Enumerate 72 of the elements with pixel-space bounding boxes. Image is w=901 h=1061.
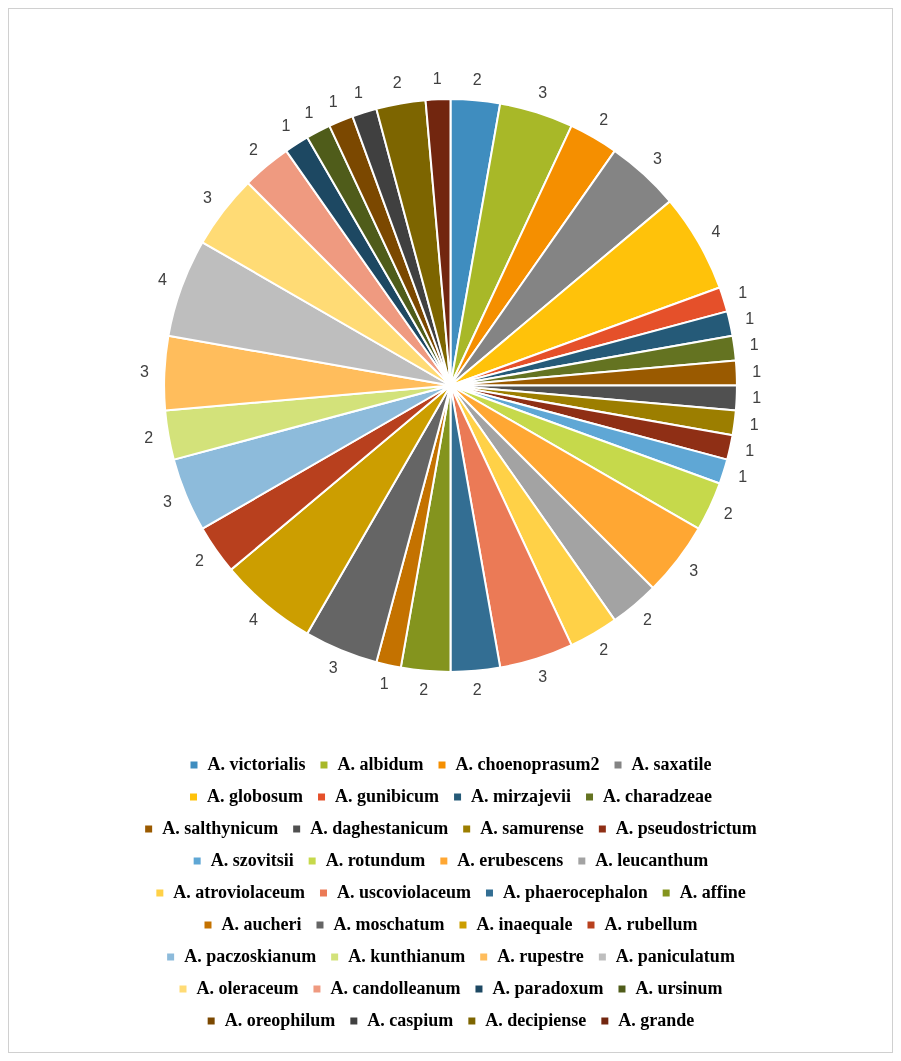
legend-label: A. affine (679, 881, 746, 902)
legend-label: A. paniculatum (615, 945, 735, 966)
data-label: 1 (738, 283, 748, 301)
data-label: 2 (392, 74, 402, 92)
data-label: 1 (432, 69, 442, 87)
data-label: 2 (472, 70, 482, 88)
data-label: 3 (538, 83, 548, 101)
data-label: 2 (195, 551, 205, 569)
data-label: 1 (353, 83, 363, 101)
data-label: 2 (472, 681, 482, 699)
data-label: 3 (162, 493, 172, 511)
legend-label: A. gunibicum (335, 785, 440, 806)
data-label: 3 (538, 668, 548, 686)
legend-label: A. samurense (480, 817, 584, 838)
legend-label: A. rubellum (604, 913, 698, 934)
data-label: 2 (599, 641, 609, 659)
data-label: 3 (689, 562, 699, 580)
legend-label: A. paradoxum (492, 977, 604, 998)
data-label: 4 (158, 271, 168, 289)
data-label: 4 (711, 222, 721, 240)
data-label: 3 (139, 362, 149, 380)
legend-label: A. ursinum (635, 977, 723, 998)
legend-label: A. caspium (367, 1009, 454, 1030)
data-label: 3 (653, 149, 663, 167)
legend-label: A. charadzeae (603, 785, 712, 806)
data-label: 1 (749, 415, 759, 433)
data-label: 1 (281, 117, 291, 135)
legend-label: A. erubescens (457, 849, 564, 870)
data-label: 1 (738, 468, 748, 486)
legend-label: A. daghestanicum (310, 817, 449, 838)
data-label: 2 (723, 505, 733, 523)
data-label: 1 (328, 92, 338, 110)
legend-label: A. albidum (337, 753, 424, 774)
legend-label: A. pseudostrictum (615, 817, 757, 838)
legend-label: A. kunthianum (348, 945, 466, 966)
legend-label: A. szovitsii (210, 849, 294, 870)
legend-label: A. inaequale (476, 913, 573, 934)
legend-label: A. phaerocephalon (502, 881, 648, 902)
data-label: 1 (745, 309, 755, 327)
legend-label: A. uscoviolaceum (336, 881, 471, 902)
legend-label: A. moschatum (333, 913, 445, 934)
legend-label: A. atroviolaceum (173, 881, 305, 902)
legend-label: A. leucanthum (595, 849, 709, 870)
legend-label: A. globosum (207, 785, 304, 806)
data-label: 1 (745, 442, 755, 460)
data-label: 2 (419, 681, 429, 699)
legend-label: A. oreophilum (224, 1009, 336, 1030)
data-label: 2 (599, 110, 609, 128)
legend-label: A. saxatile (631, 753, 712, 774)
legend-label: A. salthynicum (162, 817, 279, 838)
data-label: 1 (752, 362, 762, 380)
data-label: 1 (304, 104, 314, 122)
data-label: 2 (144, 429, 154, 447)
legend-label: A. paczoskianum (184, 945, 317, 966)
data-label: 4 (249, 610, 259, 628)
data-label: 3 (328, 659, 338, 677)
legend-label: A. rupestre (497, 945, 584, 966)
legend-label: A. candolleanum (330, 977, 461, 998)
legend-label: A. grande (618, 1009, 695, 1030)
data-label: 3 (202, 189, 212, 207)
legend-label: A. decipiense (485, 1009, 587, 1030)
legend-label: A. rotundum (325, 849, 426, 870)
legend-label: A. mirzajevii (471, 785, 572, 806)
data-label: 2 (643, 610, 653, 628)
data-label: 1 (749, 335, 759, 353)
data-label: 1 (379, 675, 389, 693)
data-label: 1 (752, 389, 762, 407)
data-label: 2 (249, 141, 259, 159)
legend-label: A. oleraceum (196, 977, 299, 998)
legend-label: A. choenoprasum2 (455, 753, 600, 774)
legend-label: A. victorialis (207, 753, 306, 774)
legend-label: A. aucheri (221, 913, 302, 934)
